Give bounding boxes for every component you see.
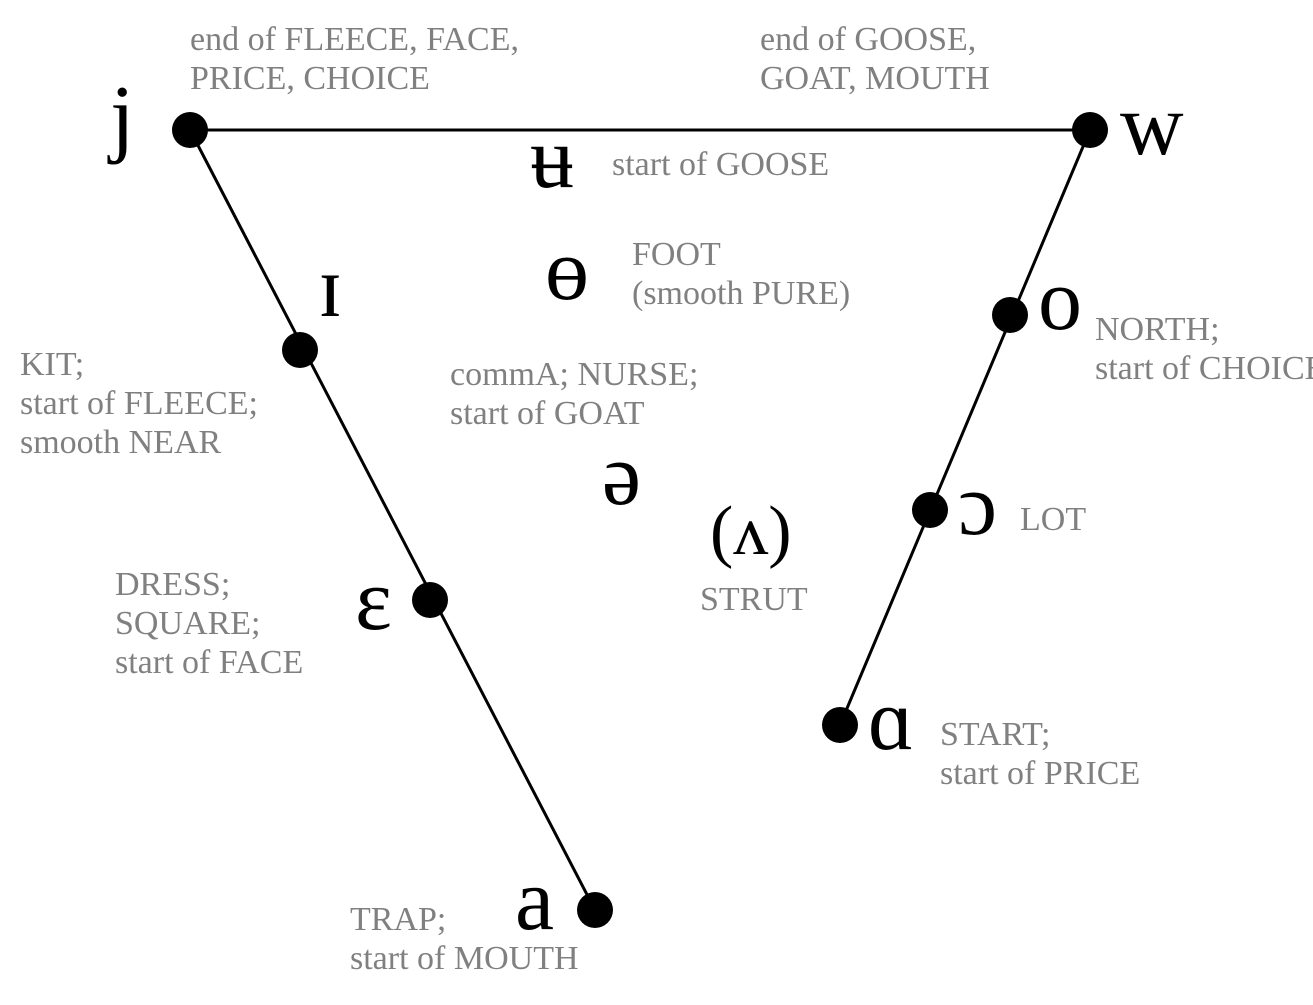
node-dot-eps <box>412 582 448 618</box>
node-symbol-ubar: ʉ <box>530 115 574 203</box>
node-symbol-w: w <box>1120 82 1184 170</box>
vowel-chart: jwʉɵɪoə(ʌ)ɔɛɑaend of FLEECE, FACE, PRICE… <box>0 0 1313 1005</box>
label-alpha: START; start of PRICE <box>940 715 1140 793</box>
label-ubar: start of GOOSE <box>612 145 829 184</box>
label-I: KIT; start of FLEECE; smooth NEAR <box>20 345 258 462</box>
label-obar: FOOT (smooth PURE) <box>632 235 850 313</box>
label-caret: STRUT <box>700 580 808 619</box>
label-eps: DRESS; SQUARE; start of FACE <box>115 565 303 682</box>
node-symbol-caret: (ʌ) <box>710 497 792 567</box>
edge-j-a <box>190 130 595 910</box>
node-symbol-o: o <box>1038 257 1082 345</box>
label-a: TRAP; start of MOUTH <box>350 900 579 978</box>
node-dot-I <box>282 332 318 368</box>
node-symbol-schwa: ə <box>602 432 641 520</box>
label-openO: LOT <box>1020 500 1086 539</box>
label-o: NORTH; start of CHOICE <box>1095 310 1313 388</box>
node-symbol-openO: ɔ <box>958 462 997 550</box>
node-symbol-alpha: ɑ <box>868 677 914 765</box>
node-symbol-j: j <box>110 74 134 162</box>
node-dot-j <box>172 112 208 148</box>
label-schwa: commA; NURSE; start of GOAT <box>450 355 698 433</box>
label-w: end of GOOSE, GOAT, MOUTH <box>760 20 990 98</box>
node-dot-openO <box>912 492 948 528</box>
node-dot-a <box>577 892 613 928</box>
node-symbol-obar: ɵ <box>545 227 589 315</box>
label-j: end of FLEECE, FACE, PRICE, CHOICE <box>190 20 519 98</box>
node-dot-o <box>992 297 1028 333</box>
node-dot-w <box>1072 112 1108 148</box>
edge-w-alpha <box>840 130 1090 725</box>
node-symbol-eps: ɛ <box>355 557 392 645</box>
node-dot-alpha <box>822 707 858 743</box>
node-symbol-I: ɪ <box>318 244 342 332</box>
